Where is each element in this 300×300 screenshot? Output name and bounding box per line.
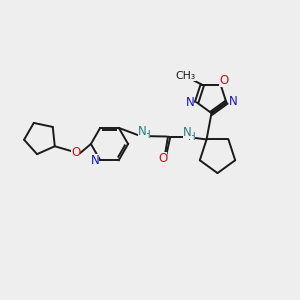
Text: O: O	[219, 74, 228, 87]
Text: N: N	[138, 124, 147, 138]
Text: H: H	[142, 130, 150, 140]
Text: N: N	[183, 126, 192, 139]
Text: N: N	[229, 95, 237, 108]
Text: O: O	[71, 146, 80, 159]
Text: CH₃: CH₃	[176, 71, 196, 81]
Text: O: O	[158, 152, 167, 165]
Text: N: N	[186, 96, 194, 109]
Text: N: N	[91, 154, 100, 166]
Text: H: H	[188, 131, 195, 142]
